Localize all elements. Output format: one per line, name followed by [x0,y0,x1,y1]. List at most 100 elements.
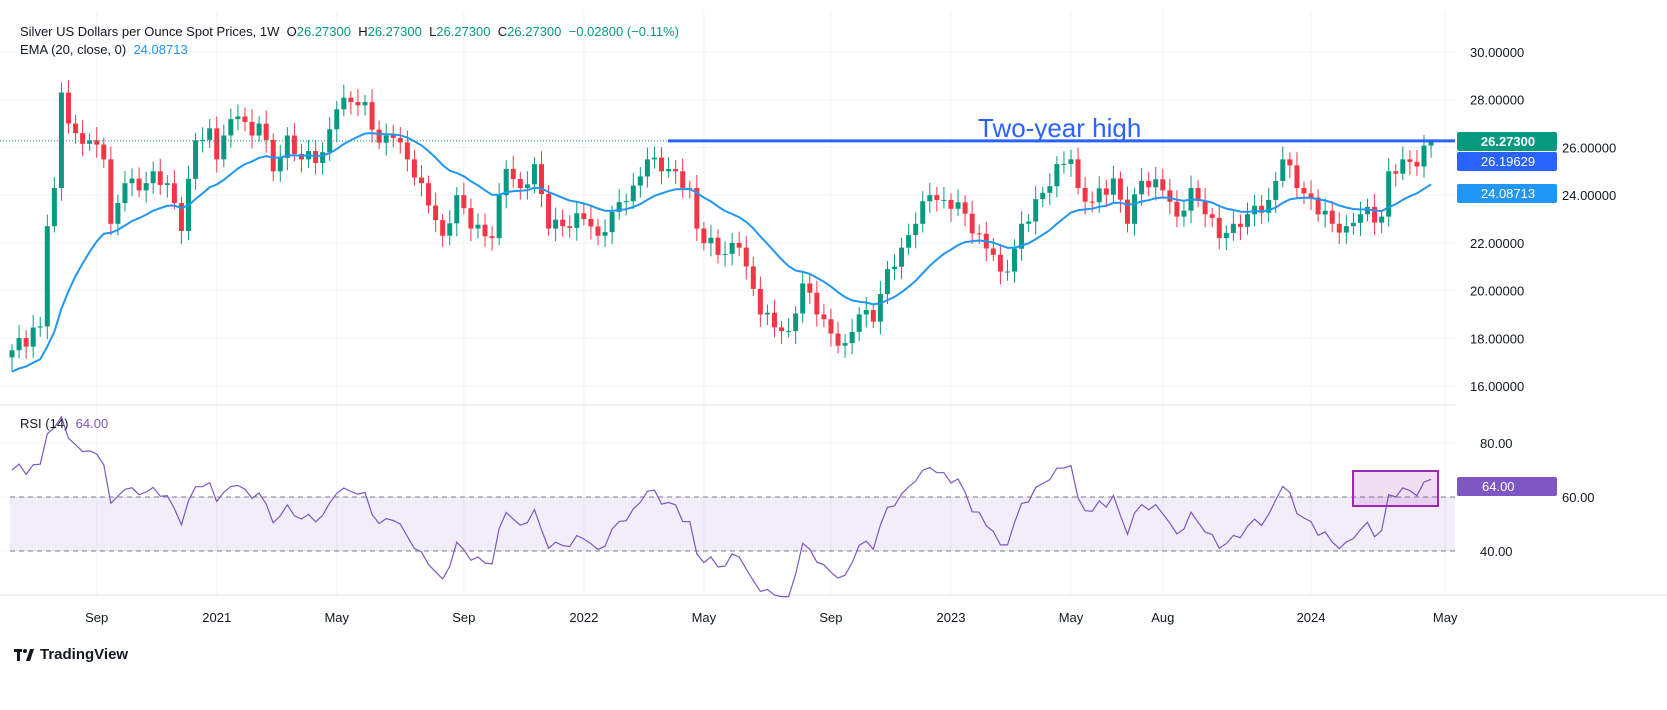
candle-body [814,292,820,315]
tradingview-logo[interactable]: TradingView [14,646,128,663]
candle-body [376,129,382,143]
candle-body [207,128,213,140]
ema-line [11,132,1432,373]
candle-body [461,195,467,209]
candle-body [503,168,509,196]
candle-body [200,139,206,141]
candle-body [1280,159,1286,181]
time-tick-label: 2023 [937,610,966,625]
candle-body [263,123,269,140]
candle-body [362,102,368,106]
close-value: 26.27300 [507,24,562,39]
symbol-title[interactable]: Silver US Dollars per Ounce Spot Prices,… [20,24,280,39]
candle-body [701,228,707,244]
candle-body [920,201,926,224]
candle-body [171,183,177,204]
candle-body [588,219,594,227]
candle-body [969,213,975,234]
candle-body [1216,217,1222,239]
candle-body [1195,188,1201,201]
candle-body [715,237,721,255]
price-label-last: 26.27300 [1457,132,1557,151]
price-tick-label: 18.00000 [1470,331,1524,346]
candle-body [1414,161,1420,167]
rsi-tick-label: 60.00 [1562,490,1595,505]
rsi-highlight-box[interactable] [1352,470,1439,507]
candle-body [694,188,700,229]
candle-body [870,309,876,322]
candle-body [1209,214,1215,218]
time-tick-label: 2024 [1297,610,1326,625]
candle-body [750,266,756,289]
price-tick-label: 22.00000 [1470,236,1524,251]
time-tick-label: 2021 [202,610,231,625]
candle-body [270,139,276,172]
candle-body [1428,140,1434,146]
candle-body [1026,221,1032,224]
candle-body [581,213,587,220]
candle-body [193,140,199,179]
change-value: −0.02800 (−0.11%) [568,24,679,39]
candle-body [454,195,460,224]
ema-value: 24.08713 [133,42,188,57]
candle-body [1124,199,1130,224]
high-value: 26.27300 [367,24,422,39]
time-axis: Sep 2021 May Sep 2022 May Sep 2023 May Aug 2024 May [85,610,1458,625]
candle-body [1386,171,1392,217]
rsi-value: 64.00 [75,416,109,431]
two-year-high-annotation[interactable]: Two-year high [978,113,1141,143]
candle-body [955,202,961,209]
time-tick-label: May [324,610,349,625]
candle-body [1252,205,1258,215]
time-tick-label: Sep [452,610,475,625]
candle-body [475,224,481,229]
candle-body [411,159,417,178]
candle-body [1308,193,1314,198]
candle-body [80,133,86,144]
candle-body [659,157,665,172]
price-tick-label: 26.00000 [1562,140,1616,155]
candle-body [821,314,827,320]
candle-body [433,205,439,221]
candle-body [941,199,947,201]
candle-body [1400,159,1406,174]
candle-body [899,247,905,267]
ema-legend[interactable]: EMA (20, close, 0) 24.08713 [20,42,188,57]
candle-body [1287,159,1293,166]
candle-body [877,294,883,322]
price-tick-label: 30.00000 [1470,45,1524,60]
candle-body [150,171,156,184]
candle-body [630,185,636,202]
price-tick-label: 16.00000 [1470,379,1524,394]
candle-body [214,128,220,160]
candle-body [764,312,770,315]
candle-body [390,135,396,138]
candle-body [708,237,714,244]
candle-body [560,219,566,227]
candle-body [87,140,93,144]
price-label-rsi: 64.00 [1457,477,1557,496]
price-axis: 30.00000 28.00000 26.00000 24.00000 22.00000… [1470,45,1616,559]
price-tick-label: 20.00000 [1470,284,1524,299]
candle-body [489,236,495,239]
candle-body [1047,186,1053,193]
candle-body [1315,197,1321,215]
candle-body [1343,226,1349,233]
candle-body [722,253,728,255]
rsi-legend[interactable]: RSI (14) 64.00 [20,416,109,431]
rsi-band [10,497,1455,551]
candle-body [284,135,290,158]
candle-body [666,169,672,172]
candle-body [863,309,869,315]
candle-body [913,223,919,236]
candle-body [1259,205,1265,213]
candle-body [291,135,297,154]
candle-body [637,176,643,186]
time-tick-label: May [1059,610,1084,625]
candle-body [1202,200,1208,215]
candle-body [997,254,1003,272]
price-tick-label: 28.00000 [1470,93,1524,108]
price-label-line: 26.19629 [1457,152,1557,171]
